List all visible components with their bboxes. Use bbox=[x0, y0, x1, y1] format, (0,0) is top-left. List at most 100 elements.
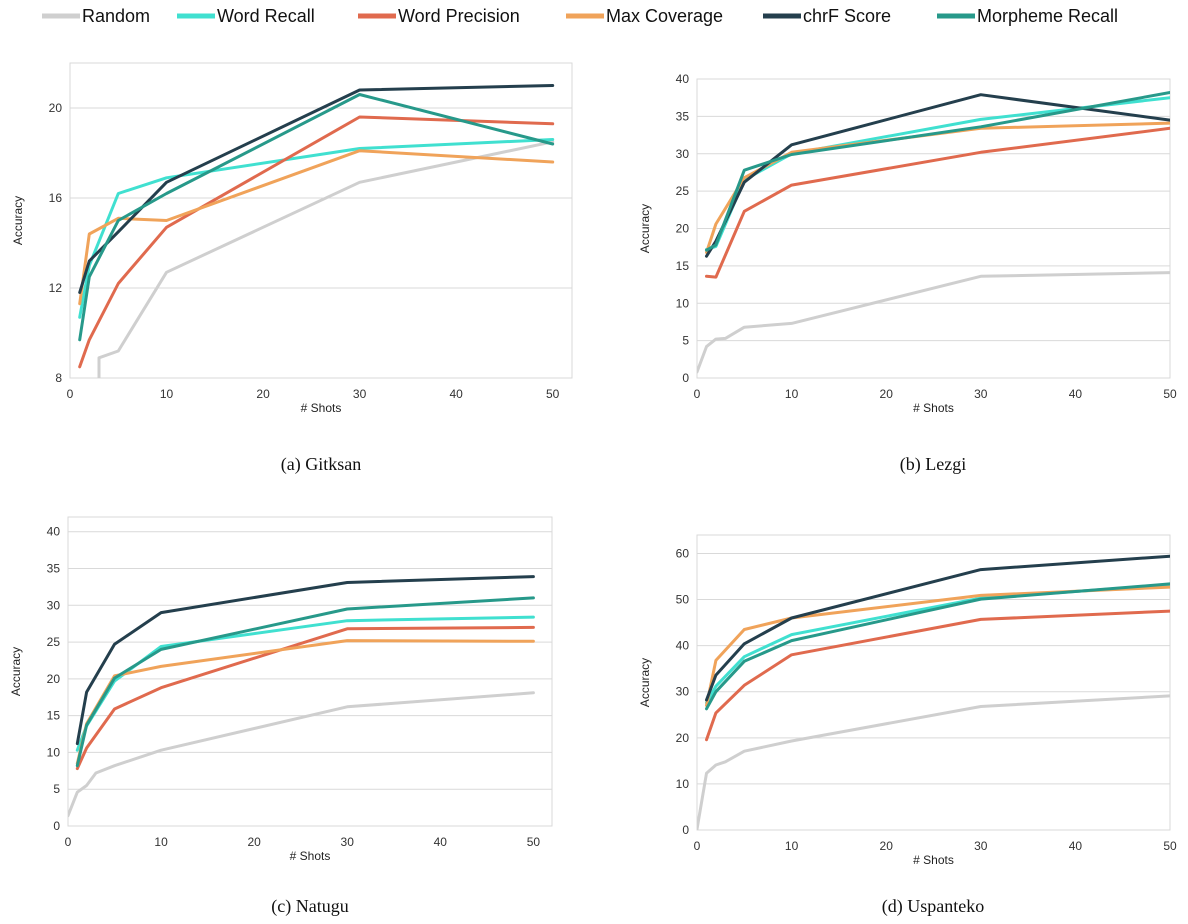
series-line-chrf-score bbox=[705, 93, 1170, 258]
y-tick-label: 40 bbox=[676, 639, 690, 653]
x-tick-label: 30 bbox=[353, 387, 367, 401]
x-axis-title: # Shots bbox=[301, 401, 342, 415]
panel-caption: (d) Uspanteko bbox=[882, 896, 984, 917]
y-tick-label: 30 bbox=[47, 598, 61, 612]
x-tick-label: 20 bbox=[256, 387, 270, 401]
y-tick-label: 16 bbox=[49, 191, 63, 205]
x-tick-label: 40 bbox=[1069, 387, 1083, 401]
x-tick-label: 0 bbox=[694, 387, 701, 401]
plot-frame bbox=[696, 534, 1171, 831]
series-line-word-recall bbox=[705, 583, 1170, 705]
series-line-morpheme-recall bbox=[75, 596, 535, 768]
panel-caption: (c) Natugu bbox=[271, 896, 348, 917]
plot-frame bbox=[69, 62, 573, 379]
legend-item: Morpheme Recall bbox=[937, 6, 1118, 26]
x-tick-label: 10 bbox=[154, 835, 168, 849]
series-line-random bbox=[697, 694, 1170, 830]
x-tick-label: 0 bbox=[67, 387, 74, 401]
y-tick-label: 15 bbox=[47, 709, 61, 723]
y-tick-label: 10 bbox=[676, 296, 690, 310]
x-tick-label: 20 bbox=[880, 839, 894, 853]
legend-label: Max Coverage bbox=[606, 6, 723, 26]
series-line-word-precision bbox=[78, 115, 555, 369]
y-axis-title: Accuracy bbox=[638, 658, 652, 707]
y-tick-label: 40 bbox=[47, 525, 61, 539]
legend-label: Morpheme Recall bbox=[977, 6, 1118, 26]
y-tick-label: 20 bbox=[49, 101, 63, 115]
series-line-morpheme-recall bbox=[78, 93, 555, 342]
series-line-max-coverage bbox=[705, 585, 1170, 707]
x-tick-label: 10 bbox=[160, 387, 174, 401]
x-tick-label: 50 bbox=[546, 387, 560, 401]
y-tick-label: 35 bbox=[676, 109, 690, 123]
y-tick-label: 30 bbox=[676, 685, 690, 699]
y-tick-label: 0 bbox=[682, 371, 689, 385]
series-line-max-coverage bbox=[78, 149, 555, 306]
chart-lezgi: 0 5 10 15 20 25 30 35 40 0 10 20 30 40 50 # Shots Accura… bbox=[638, 72, 1177, 475]
y-tick-label: 15 bbox=[676, 259, 690, 273]
series-line-word-recall bbox=[705, 96, 1170, 251]
x-tick-label: 50 bbox=[527, 835, 541, 849]
x-axis-title: # Shots bbox=[913, 853, 954, 867]
x-axis-title: # Shots bbox=[913, 401, 954, 415]
x-tick-label: 40 bbox=[1069, 839, 1083, 853]
y-tick-label: 35 bbox=[47, 562, 61, 576]
y-tick-label: 0 bbox=[53, 819, 60, 833]
y-tick-label: 10 bbox=[47, 745, 61, 759]
plot-frame bbox=[67, 516, 553, 827]
x-tick-label: 20 bbox=[880, 387, 894, 401]
x-tick-label: 0 bbox=[694, 839, 701, 853]
x-tick-label: 40 bbox=[449, 387, 463, 401]
y-tick-label: 10 bbox=[676, 777, 690, 791]
legend-item: Word Precision bbox=[358, 6, 520, 26]
series-line-max-coverage bbox=[705, 121, 1170, 254]
x-tick-label: 30 bbox=[974, 387, 988, 401]
y-tick-label: 20 bbox=[47, 672, 61, 686]
x-tick-label: 0 bbox=[65, 835, 72, 849]
series-line-random bbox=[697, 271, 1170, 374]
series-line-random bbox=[68, 691, 535, 818]
y-tick-label: 8 bbox=[55, 371, 62, 385]
x-tick-label: 20 bbox=[247, 835, 261, 849]
x-tick-label: 50 bbox=[1163, 839, 1177, 853]
panel-caption: (a) Gitksan bbox=[281, 454, 361, 475]
y-tick-label: 40 bbox=[676, 72, 690, 86]
x-axis-title: # Shots bbox=[290, 849, 331, 863]
panel-caption: (b) Lezgi bbox=[900, 454, 966, 475]
y-tick-label: 30 bbox=[676, 147, 690, 161]
series-line-chrf-score bbox=[705, 554, 1170, 702]
y-tick-label: 25 bbox=[676, 184, 690, 198]
series-line-word-precision bbox=[705, 126, 1170, 279]
series-line-word-recall bbox=[78, 138, 555, 319]
x-tick-label: 30 bbox=[341, 835, 355, 849]
y-tick-label: 5 bbox=[682, 334, 689, 348]
legend-label: chrF Score bbox=[803, 6, 891, 26]
y-tick-label: 5 bbox=[53, 782, 60, 796]
y-tick-label: 0 bbox=[682, 823, 689, 837]
chart-natugu: 0 5 10 15 20 25 30 35 40 0 10 20 30 40 50 # Shots Accura… bbox=[9, 516, 553, 917]
series-line-chrf-score bbox=[75, 575, 535, 746]
chart-gitksan: 8 12 16 20 0 10 20 30 40 50 # Shots Accuracy (a) Git… bbox=[11, 62, 573, 475]
legend-label: Word Recall bbox=[217, 6, 315, 26]
legend-item: chrF Score bbox=[763, 6, 891, 26]
y-axis-title: Accuracy bbox=[11, 196, 25, 245]
y-tick-label: 60 bbox=[676, 546, 690, 560]
x-tick-label: 50 bbox=[1163, 387, 1177, 401]
series-group bbox=[697, 91, 1170, 374]
series-line-morpheme-recall bbox=[705, 582, 1170, 711]
series-line-word-precision bbox=[705, 609, 1170, 742]
y-axis-title: Accuracy bbox=[638, 204, 652, 253]
legend-item: Random bbox=[42, 6, 150, 26]
x-tick-label: 10 bbox=[785, 839, 799, 853]
x-tick-label: 30 bbox=[974, 839, 988, 853]
legend-label: Word Precision bbox=[398, 6, 520, 26]
legend-label: Random bbox=[82, 6, 150, 26]
y-tick-label: 25 bbox=[47, 635, 61, 649]
y-tick-label: 20 bbox=[676, 222, 690, 236]
y-tick-label: 20 bbox=[676, 731, 690, 745]
y-tick-label: 12 bbox=[49, 281, 63, 295]
y-axis-title: Accuracy bbox=[9, 647, 23, 696]
y-tick-label: 50 bbox=[676, 593, 690, 607]
